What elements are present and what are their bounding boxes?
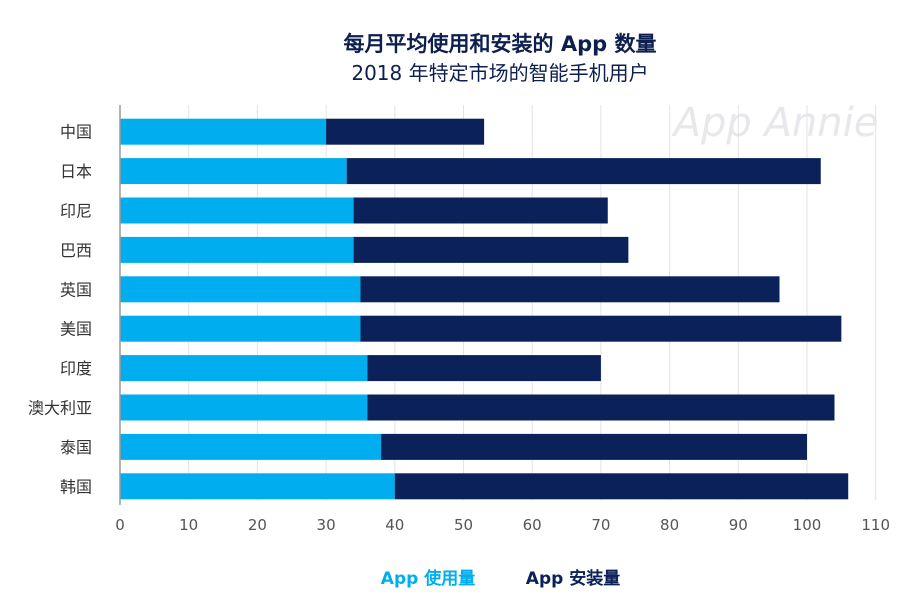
x-tick-label: 0 <box>115 516 125 534</box>
bar-installs <box>360 276 780 303</box>
bar-usage <box>120 118 327 145</box>
category-label: 美国 <box>60 320 92 339</box>
bar-usage <box>120 276 361 303</box>
x-tick-label: 80 <box>660 516 679 534</box>
category-label: 中国 <box>60 123 92 142</box>
category-label: 韩国 <box>60 477 92 496</box>
category-label: 巴西 <box>60 241 92 260</box>
bar-installs <box>367 355 601 382</box>
category-label: 日本 <box>60 162 92 181</box>
bar-usage <box>120 394 368 421</box>
x-tick-label: 30 <box>317 516 336 534</box>
bar-usage <box>120 355 368 382</box>
category-label: 印尼 <box>60 202 92 221</box>
chart-subtitle: 2018 年特定市场的智能手机用户 <box>351 61 648 85</box>
x-tick-label: 110 <box>861 516 890 534</box>
legend-item-usage: App 使用量 <box>381 568 475 589</box>
bar-installs <box>360 315 842 342</box>
bar-usage <box>120 433 382 460</box>
x-tick-label: 100 <box>793 516 822 534</box>
legend-item-installs: App 安装量 <box>526 568 620 589</box>
bar-installs <box>353 197 608 224</box>
bar-usage <box>120 236 354 263</box>
category-label: 英国 <box>60 280 92 299</box>
bar-installs <box>367 394 835 421</box>
x-tick-label: 90 <box>729 516 748 534</box>
chart-title: 每月平均使用和安装的 App 数量 <box>344 32 657 56</box>
bar-usage <box>120 158 347 185</box>
bar-installs <box>346 158 821 185</box>
x-tick-label: 70 <box>591 516 610 534</box>
x-tick-labels: 0 10 20 30 40 50 60 70 80 90 100 110 <box>115 516 890 534</box>
bar-installs <box>381 433 807 460</box>
bar-usage <box>120 315 361 342</box>
x-tick-label: 50 <box>454 516 473 534</box>
bar-usage <box>120 473 395 500</box>
bar-installs <box>353 236 629 263</box>
bars <box>120 118 849 500</box>
bar-usage <box>120 197 354 224</box>
x-tick-label: 60 <box>523 516 542 534</box>
category-label: 印度 <box>60 359 92 378</box>
bar-installs <box>394 473 849 500</box>
x-tick-label: 20 <box>248 516 267 534</box>
category-label: 泰国 <box>60 438 92 457</box>
legend: App 使用量 App 安装量 <box>381 568 620 589</box>
bar-installs <box>326 118 485 145</box>
x-tick-label: 40 <box>385 516 404 534</box>
category-label: 澳大利亚 <box>28 399 92 418</box>
x-tick-label: 10 <box>179 516 198 534</box>
watermark-logo: App Annie <box>671 100 879 146</box>
